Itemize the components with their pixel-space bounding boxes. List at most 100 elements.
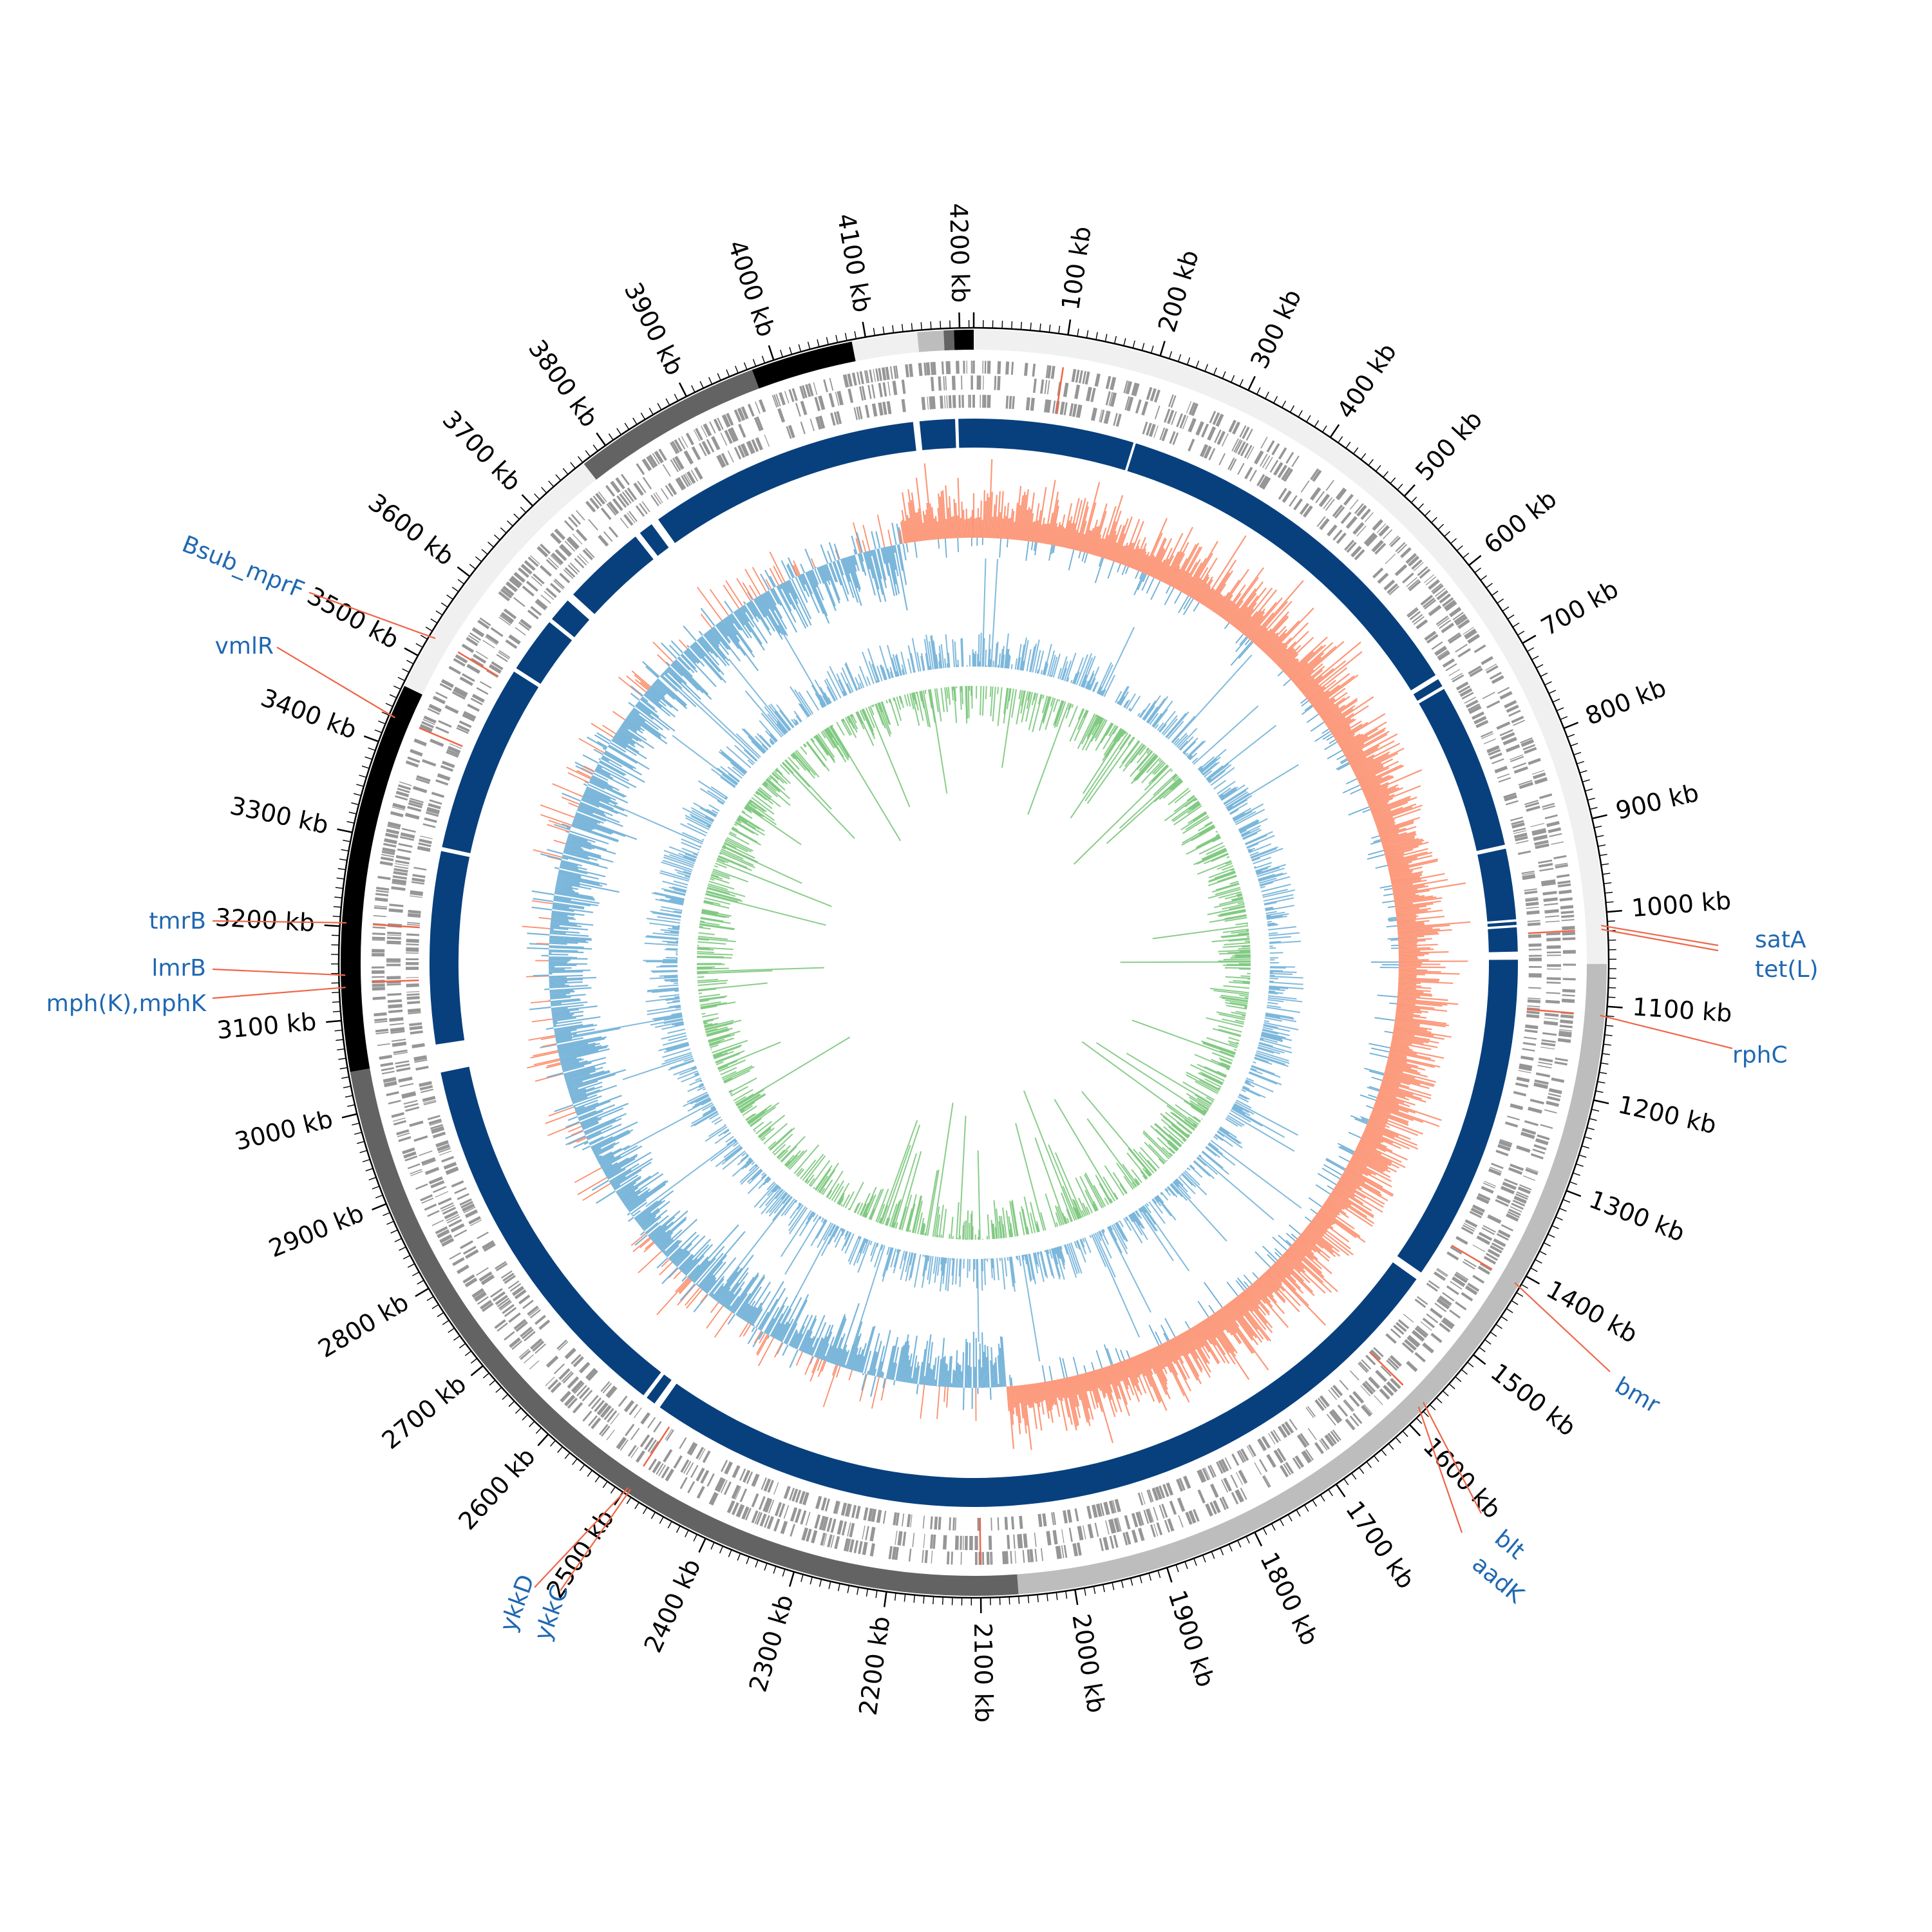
feature-mark (888, 1546, 893, 1560)
gc-skew-bar (1325, 1200, 1347, 1215)
feature-mark (483, 1243, 496, 1252)
minor-tick (761, 355, 766, 364)
gc-skew-bar (1269, 1267, 1327, 1326)
gc-skew-bar (554, 1023, 594, 1032)
gc-skew-bar (1390, 1045, 1413, 1052)
gc-skew-bar (1238, 1294, 1267, 1331)
gc-skew-bar (1053, 1379, 1059, 1398)
feature-mark (1467, 1282, 1480, 1292)
gc-skew-bar (697, 638, 710, 652)
feature-mark (1305, 1407, 1314, 1419)
gc-skew-bar (1322, 1204, 1338, 1216)
feature-mark (1104, 411, 1111, 424)
gc-skew-bar (1056, 524, 1062, 546)
feature-mark (566, 1349, 576, 1359)
gc-skew-bar (1148, 1325, 1160, 1346)
gc-skew-bar (1375, 864, 1388, 869)
gc-skew-bar (1107, 535, 1117, 560)
feature-mark (924, 1549, 929, 1564)
tick-label: 3400 kb (257, 683, 361, 744)
gc-skew-bar (845, 557, 862, 606)
minor-tick (1491, 591, 1499, 596)
feature-mark (873, 368, 876, 382)
feature-mark (430, 741, 444, 747)
feature-mark (1496, 721, 1511, 730)
gc-skew-bar (708, 629, 730, 656)
gc-skew-bar (584, 1117, 622, 1135)
gc-skew-bar (861, 1374, 867, 1391)
feature-mark (1388, 535, 1399, 545)
gc-skew-bar (723, 584, 740, 609)
feature-mark (545, 559, 558, 571)
gc-skew-bar (1030, 542, 1034, 551)
gc-content-bar (1269, 978, 1278, 980)
feature-mark (1463, 627, 1474, 635)
minor-tick (393, 685, 401, 690)
feature-mark (1361, 1359, 1372, 1370)
gc-skew-bar (1034, 1383, 1043, 1431)
gc-skew-bar (922, 522, 926, 541)
gc-skew-bar (549, 931, 566, 934)
gc-skew-bar (1322, 733, 1332, 740)
gc-skew-bar (1356, 1145, 1392, 1164)
gc-skew-bar (562, 1065, 585, 1073)
gc-skew-bar (735, 610, 752, 633)
gc-skew-bar (604, 1153, 638, 1174)
feature-mark (994, 375, 997, 390)
feature-mark (492, 1291, 506, 1302)
gc-skew-bar (1278, 1235, 1291, 1247)
feature-mark (527, 556, 539, 567)
outer-segment-6 (583, 370, 759, 480)
gc-skew-bar (549, 940, 589, 943)
gc-skew-bar (748, 601, 761, 620)
gc-skew-bar (556, 883, 573, 888)
gc-skew-bar (1135, 543, 1147, 571)
feature-mark (415, 1183, 428, 1190)
feature-mark (1538, 1061, 1553, 1066)
feature-mark (1352, 1390, 1365, 1404)
minor-tick (1222, 371, 1226, 379)
gc-skew-bar (742, 582, 754, 600)
gc-skew-bar (1223, 603, 1236, 620)
feature-mark (639, 1434, 650, 1448)
feature-mark (1207, 426, 1217, 441)
gc-skew-bar (1071, 1376, 1080, 1406)
minor-tick (336, 1039, 344, 1041)
feature-mark (656, 1463, 664, 1475)
feature-mark (1428, 605, 1440, 614)
feature-mark (1335, 488, 1345, 499)
minor-tick (1383, 471, 1388, 478)
gc-skew-bar (1260, 632, 1276, 650)
feature-mark (379, 1054, 392, 1059)
gc-skew-bar (1263, 1273, 1300, 1312)
feature-mark (1434, 1271, 1446, 1282)
gc-content-bar (981, 558, 987, 667)
gc-skew-bar (1366, 787, 1399, 802)
gc-skew-bar (618, 676, 643, 697)
gc-skew-bar (915, 477, 925, 541)
feature-mark (1289, 1419, 1298, 1430)
gc-skew-bar (553, 1017, 576, 1022)
gc-skew-bar (791, 1332, 799, 1347)
feature-mark (606, 1429, 615, 1441)
gc-skew-bar (594, 768, 614, 779)
gc-skew-bar (1041, 523, 1046, 544)
feature-mark (690, 469, 699, 482)
feature-mark (430, 739, 444, 746)
minor-tick (780, 350, 784, 357)
feature-mark (724, 1461, 734, 1475)
feature-mark (1334, 506, 1345, 519)
feature-mark (1546, 977, 1561, 980)
gc-skew-bar (1355, 1149, 1388, 1167)
minor-tick (446, 594, 453, 600)
feature-mark (701, 440, 711, 455)
outer-segment-11 (954, 330, 974, 350)
feature-mark (390, 811, 404, 818)
gc-skew-bar (1379, 885, 1392, 889)
gc-skew-bar (1391, 878, 1422, 886)
feature-mark (457, 1193, 469, 1200)
feature-mark (1541, 1039, 1556, 1043)
feature-mark (1450, 1245, 1463, 1255)
gc-skew-bar (568, 1136, 587, 1145)
feature-mark (1224, 1457, 1232, 1470)
